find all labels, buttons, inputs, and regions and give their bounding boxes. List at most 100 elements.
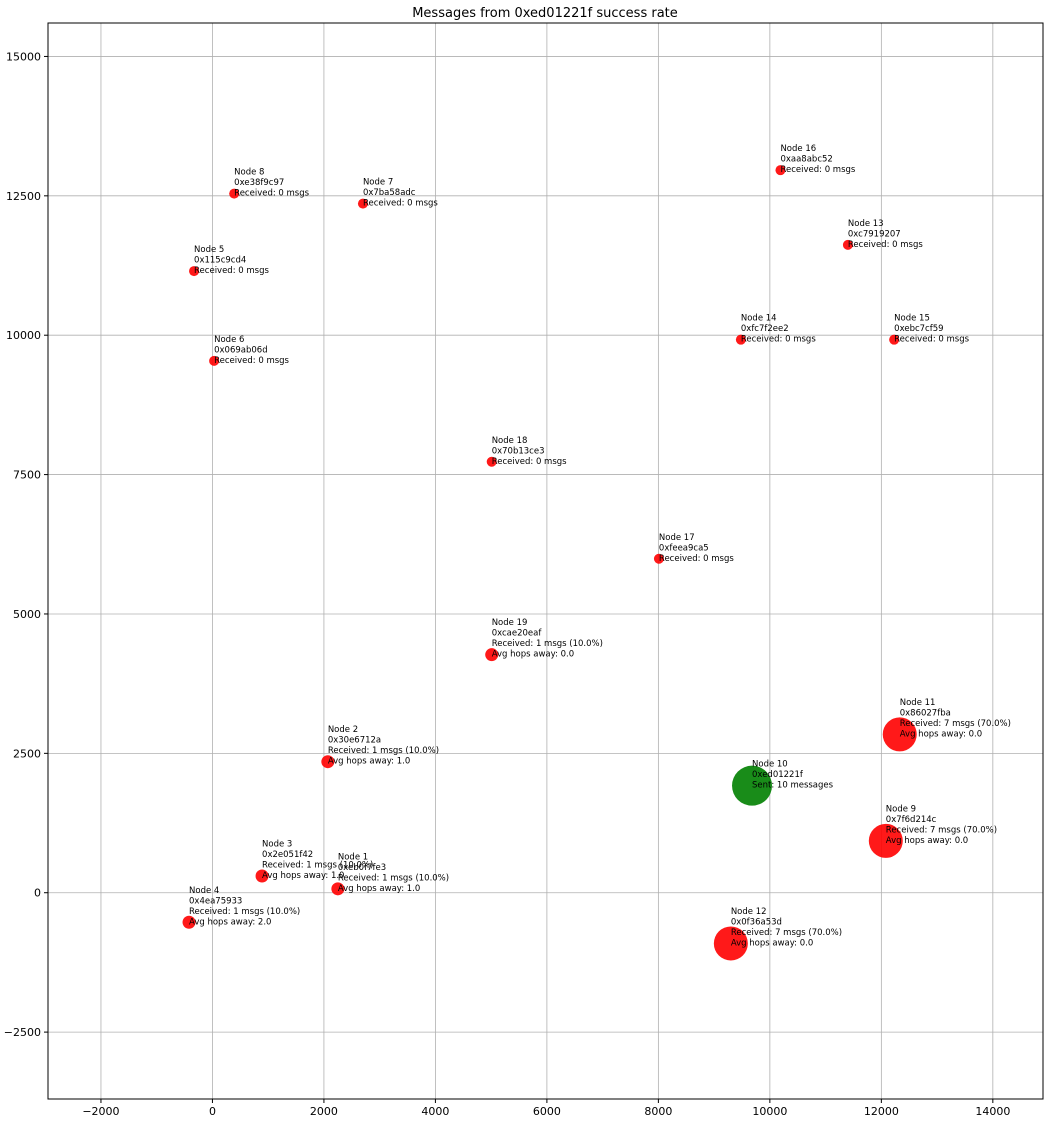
node-label-line: Node 6	[214, 335, 244, 345]
y-tick-label: 7500	[13, 469, 41, 482]
receiver-node-point	[321, 755, 335, 769]
node-label-line: Received: 0 msgs	[741, 335, 816, 345]
node-label-line: Node 1	[338, 852, 368, 862]
node-label-line: Avg hops away: 1.0	[262, 871, 344, 881]
node-label-line: 0x86027fba	[900, 708, 951, 718]
node-label: Node 18 0x70b13ce3 Received: 0 msgs	[492, 436, 567, 467]
node-label-line: Received: 1 msgs (10.0%)	[189, 907, 300, 917]
node-label-line: Received: 7 msgs (70.0%)	[886, 825, 997, 835]
receiver-node-point	[889, 334, 900, 345]
node-label: Node 3 0x2e051f42 Received: 1 msgs (10.0%)…	[262, 839, 373, 881]
node-label-line: Node 19	[492, 618, 528, 628]
node-label-line: Received: 1 msgs (10.0%)	[338, 873, 449, 883]
point-labels: Node 1 0xeb0f7fe3 Received: 1 msgs (10.0%)…	[189, 144, 1011, 948]
receiver-node-point	[485, 648, 499, 662]
y-tick-label: 2500	[13, 747, 41, 760]
node-label-line: Node 2	[328, 725, 358, 735]
x-tick-label: 2000	[310, 1105, 338, 1118]
node-label-line: Node 18	[492, 436, 528, 446]
x-tick-label: 10000	[752, 1105, 787, 1118]
node-label-line: 0xe38f9c97	[234, 178, 284, 188]
node-label: Node 13 0xc7919207 Received: 0 msgs	[848, 219, 923, 250]
receiver-node-point	[209, 355, 220, 366]
node-label-line: Node 12	[731, 907, 767, 917]
node-label: Node 19 0xcae20eaf Received: 1 msgs (10.0%…	[492, 618, 603, 660]
node-label-line: 0x4ea75933	[189, 896, 242, 906]
receiver-node-point	[882, 717, 917, 752]
node-label-line: Received: 1 msgs (10.0%)	[328, 746, 439, 756]
receiver-node-point	[713, 926, 748, 961]
node-label-line: 0xfeea9ca5	[659, 543, 709, 553]
node-label: Node 17 0xfeea9ca5 Received: 0 msgs	[659, 533, 734, 564]
node-label-line: Received: 7 msgs (70.0%)	[731, 928, 842, 938]
x-tick-label: 0	[209, 1105, 216, 1118]
x-tick-label: 12000	[864, 1105, 899, 1118]
node-label-line: Received: 1 msgs (10.0%)	[262, 860, 373, 870]
receiver-node-point	[868, 823, 903, 858]
node-label-line: Node 13	[848, 219, 884, 229]
node-label-line: 0xed01221f	[752, 770, 804, 780]
receiver-node-point	[653, 553, 664, 564]
x-tick-label: 8000	[644, 1105, 672, 1118]
y-tick-label: 15000	[6, 50, 41, 63]
node-label: Node 7 0x7ba58adc Received: 0 msgs	[363, 178, 438, 209]
node-label-line: Received: 0 msgs	[894, 335, 969, 345]
node-label-line: 0xcae20eaf	[492, 629, 543, 639]
node-label-line: Node 16	[780, 144, 816, 154]
receiver-node-point	[357, 198, 368, 209]
node-label-line: Received: 1 msgs (10.0%)	[492, 639, 603, 649]
receiver-node-point	[229, 188, 240, 199]
node-label-line: Node 5	[194, 245, 224, 255]
node-label-line: 0x7ba58adc	[363, 188, 416, 198]
node-label-line: Node 3	[262, 839, 292, 849]
x-tick-label: 14000	[975, 1105, 1010, 1118]
node-label: Node 9 0x7f6d214c Received: 7 msgs (70.0%)…	[886, 804, 997, 846]
x-tick-label: 6000	[533, 1105, 561, 1118]
node-label-line: Received: 0 msgs	[780, 165, 855, 175]
node-label: Node 2 0x30e6712a Received: 1 msgs (10.0%)…	[328, 725, 439, 767]
sender-node-point	[732, 765, 773, 806]
x-tick-label: 4000	[421, 1105, 449, 1118]
node-label: Node 5 0x115c9cd4 Received: 0 msgs	[194, 245, 269, 276]
node-label-line: Node 15	[894, 314, 930, 324]
node-label-line: Node 9	[886, 804, 916, 814]
receiver-node-point	[842, 239, 853, 250]
node-label-line: Node 7	[363, 178, 393, 188]
node-label-line: Avg hops away: 1.0	[328, 757, 410, 767]
y-tick-label: 12500	[6, 190, 41, 203]
node-label: Node 16 0xaa8abc52 Received: 0 msgs	[780, 144, 855, 175]
node-label-line: 0x70b13ce3	[492, 446, 545, 456]
node-label-line: Node 14	[741, 314, 777, 324]
node-label-line: Avg hops away: 0.0	[492, 650, 574, 660]
node-label-line: Received: 0 msgs	[848, 240, 923, 250]
receiver-node-point	[255, 869, 269, 883]
axis-ticks: −2000 0 2000 4000 6000 8000 10000 12000 14000 −25…	[4, 50, 1011, 1118]
node-label-line: Node 8	[234, 168, 264, 178]
node-label-line: Sent: 10 messages	[752, 781, 834, 791]
node-label-line: Received: 0 msgs	[363, 199, 438, 209]
node-label-line: 0x0f36a53d	[731, 917, 782, 927]
node-label-line: Node 11	[900, 698, 936, 708]
x-tick-label: −2000	[82, 1105, 119, 1118]
receiver-node-point	[486, 456, 497, 467]
node-label-line: Avg hops away: 1.0	[338, 884, 420, 894]
node-label-line: Received: 0 msgs	[492, 457, 567, 467]
node-label-line: Received: 0 msgs	[659, 554, 734, 564]
node-label-line: Received: 0 msgs	[194, 266, 269, 276]
receiver-node-point	[735, 334, 746, 345]
node-label-line: Avg hops away: 0.0	[886, 836, 968, 846]
y-tick-label: 5000	[13, 608, 41, 621]
node-label-line: 0x2e051f42	[262, 850, 313, 860]
node-label-line: Avg hops away: 0.0	[731, 938, 813, 948]
data-points	[182, 165, 917, 961]
chart-title: Messages from 0xed01221f success rate	[412, 6, 678, 21]
node-label-line: 0x069ab06d	[214, 345, 267, 355]
node-label-line: 0xc7919207	[848, 229, 901, 239]
node-label: Node 12 0x0f36a53d Received: 7 msgs (70.0%…	[731, 907, 842, 949]
node-label-line: Received: 0 msgs	[214, 356, 289, 366]
node-label-line: Received: 7 msgs (70.0%)	[900, 719, 1011, 729]
receiver-node-point	[775, 165, 786, 176]
receiver-node-point	[189, 266, 200, 277]
node-label: Node 8 0xe38f9c97 Received: 0 msgs	[234, 168, 309, 199]
